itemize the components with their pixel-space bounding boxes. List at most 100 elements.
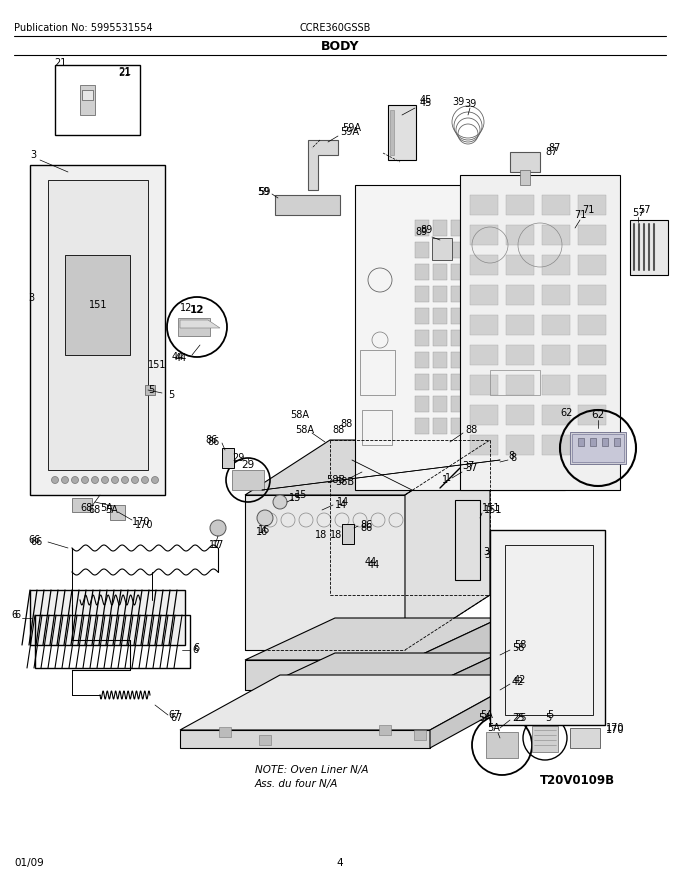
Bar	[451, 352, 465, 368]
Bar	[388, 105, 416, 160]
Bar	[542, 315, 570, 335]
Text: 86: 86	[205, 435, 217, 445]
Bar	[470, 225, 498, 245]
Bar	[505, 286, 519, 302]
Polygon shape	[532, 726, 558, 752]
Bar	[48, 180, 148, 470]
Bar	[542, 255, 570, 275]
Bar	[433, 308, 447, 324]
Text: 3: 3	[483, 547, 489, 557]
Circle shape	[52, 476, 58, 483]
Bar	[541, 330, 555, 346]
Bar	[470, 405, 498, 425]
Bar	[505, 330, 519, 346]
Bar	[433, 374, 447, 390]
Bar	[55, 65, 140, 135]
Bar	[469, 264, 483, 280]
Polygon shape	[245, 440, 490, 495]
Text: 67: 67	[168, 710, 180, 720]
Bar	[505, 352, 519, 368]
Text: 44: 44	[175, 353, 187, 363]
Text: 14: 14	[335, 500, 347, 510]
Text: 68: 68	[88, 505, 100, 515]
Bar	[342, 524, 354, 544]
Bar	[590, 438, 596, 446]
Circle shape	[152, 476, 158, 483]
Bar	[505, 396, 519, 412]
Bar	[469, 220, 483, 236]
Polygon shape	[486, 732, 518, 758]
Bar	[362, 410, 392, 445]
Polygon shape	[410, 653, 500, 723]
Bar	[541, 396, 555, 412]
Polygon shape	[570, 728, 600, 748]
Bar	[470, 285, 498, 305]
Text: CCRE360GSSB: CCRE360GSSB	[300, 23, 371, 33]
Text: 59A: 59A	[340, 127, 359, 137]
Bar	[415, 308, 429, 324]
Text: 25: 25	[514, 713, 526, 723]
Text: 5: 5	[547, 710, 554, 720]
Bar	[433, 220, 447, 236]
Bar	[505, 308, 519, 324]
Text: 57: 57	[632, 208, 644, 218]
Text: 57: 57	[638, 205, 651, 215]
Polygon shape	[510, 152, 540, 172]
Text: 01/09: 01/09	[14, 858, 44, 868]
Text: 88: 88	[340, 419, 352, 429]
Text: 5: 5	[168, 390, 174, 400]
Circle shape	[71, 476, 78, 483]
Text: Ass. du four N/A: Ass. du four N/A	[255, 779, 339, 789]
Bar	[487, 352, 501, 368]
Bar	[415, 374, 429, 390]
Polygon shape	[30, 590, 185, 645]
Bar	[415, 242, 429, 258]
Bar	[523, 220, 537, 236]
Bar	[578, 375, 606, 395]
Bar	[469, 374, 483, 390]
Polygon shape	[82, 90, 93, 100]
Text: 58B: 58B	[326, 475, 345, 485]
Text: 6: 6	[14, 610, 20, 620]
Bar	[415, 396, 429, 412]
Text: 1: 1	[442, 475, 448, 485]
Text: 3: 3	[28, 293, 34, 303]
Bar	[541, 220, 555, 236]
Bar	[506, 375, 534, 395]
Polygon shape	[432, 238, 452, 260]
Polygon shape	[262, 460, 500, 490]
Bar	[541, 264, 555, 280]
Text: 66: 66	[30, 537, 42, 547]
Bar	[415, 418, 429, 434]
Text: 59: 59	[258, 187, 271, 197]
Circle shape	[61, 476, 69, 483]
Text: 17: 17	[209, 540, 221, 550]
Text: 42: 42	[512, 677, 524, 687]
Text: 37: 37	[465, 463, 477, 473]
Polygon shape	[390, 110, 394, 155]
Text: 21: 21	[118, 67, 131, 77]
Text: 170: 170	[606, 725, 624, 735]
Bar	[578, 255, 606, 275]
Circle shape	[112, 476, 118, 483]
Polygon shape	[430, 675, 530, 748]
Text: 58: 58	[512, 643, 524, 653]
Circle shape	[141, 476, 148, 483]
Text: 88: 88	[465, 425, 477, 435]
Text: 71: 71	[582, 205, 594, 215]
Text: 1: 1	[445, 473, 451, 483]
Text: 87: 87	[548, 143, 560, 153]
Text: 151: 151	[482, 503, 500, 513]
Text: 68: 68	[80, 503, 92, 513]
Text: 29: 29	[241, 460, 254, 470]
Text: 86: 86	[208, 437, 220, 447]
Bar	[360, 350, 395, 395]
Bar	[541, 418, 555, 434]
Text: 5A: 5A	[105, 505, 118, 515]
Polygon shape	[178, 318, 210, 336]
Bar	[490, 530, 605, 725]
Bar	[630, 220, 668, 275]
Text: 45: 45	[420, 98, 432, 108]
Text: 18: 18	[330, 530, 342, 540]
Text: 12: 12	[180, 303, 192, 313]
